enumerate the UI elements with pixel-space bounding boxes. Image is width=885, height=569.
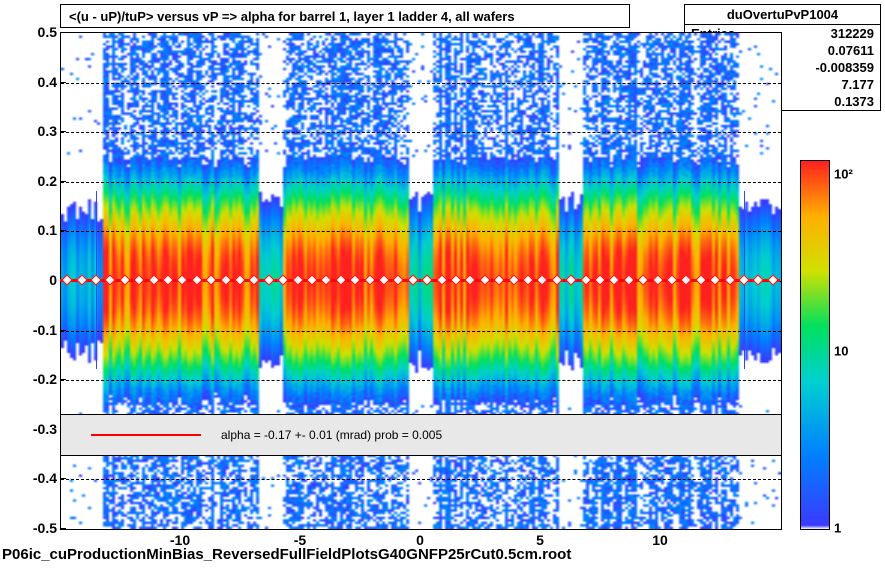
gridline xyxy=(61,380,781,381)
gridline xyxy=(61,231,781,232)
x-tick-label: 5 xyxy=(536,532,544,548)
gridline xyxy=(61,132,781,133)
stats-val: -0.008359 xyxy=(815,60,874,75)
y-tick xyxy=(60,330,66,331)
y-tick-label: 0.4 xyxy=(38,74,57,90)
y-tick xyxy=(60,82,66,83)
colorbar-tick-label: 1 xyxy=(834,521,841,536)
stats-val: 0.1373 xyxy=(834,94,874,109)
y-tick xyxy=(60,528,66,529)
y-tick xyxy=(60,230,66,231)
y-tick-label: 0.5 xyxy=(38,24,57,40)
fit-legend-text: alpha = -0.17 +- 0.01 (mrad) prob = 0.00… xyxy=(221,428,442,442)
x-tick-label: 10 xyxy=(652,532,668,548)
colorbar-tick-label: 10 xyxy=(834,344,848,359)
chart-title: <(u - uP)/tuP> versus vP => alpha for ba… xyxy=(60,4,630,28)
y-tick-label: -0.4 xyxy=(33,470,57,486)
y-tick xyxy=(60,32,66,33)
y-tick-label: 0.2 xyxy=(38,173,57,189)
gridline xyxy=(61,479,781,480)
y-tick xyxy=(60,379,66,380)
y-tick-label: -0.3 xyxy=(33,421,57,437)
fit-legend-swatch xyxy=(91,434,201,436)
gridline xyxy=(61,331,781,332)
x-tick-label: -5 xyxy=(294,532,306,548)
y-tick-label: -0.1 xyxy=(33,322,57,338)
stats-val: 0.07611 xyxy=(828,43,874,58)
y-tick-label: 0 xyxy=(49,272,57,288)
y-tick-label: 0.1 xyxy=(38,222,57,238)
gridline xyxy=(61,182,781,183)
colorbar xyxy=(800,160,830,530)
fit-legend: alpha = -0.17 +- 0.01 (mrad) prob = 0.00… xyxy=(60,414,782,456)
footer-text: P06ic_cuProductionMinBias_ReversedFullFi… xyxy=(2,546,571,563)
x-tick-label: -10 xyxy=(170,532,190,548)
y-tick xyxy=(60,478,66,479)
x-tick-label: 0 xyxy=(416,532,424,548)
y-tick-label: -0.2 xyxy=(33,371,57,387)
y-tick xyxy=(60,181,66,182)
y-tick xyxy=(60,131,66,132)
colorbar-tick-label: 10² xyxy=(834,167,853,182)
stats-val: 7.177 xyxy=(841,77,874,92)
stats-name: duOvertuPvP1004 xyxy=(685,5,880,25)
gridline xyxy=(61,83,781,84)
y-tick-label: -0.5 xyxy=(33,520,57,536)
chart-title-text: <(u - uP)/tuP> versus vP => alpha for ba… xyxy=(69,9,515,24)
stats-val: 312229 xyxy=(831,26,874,41)
y-tick-label: 0.3 xyxy=(38,123,57,139)
